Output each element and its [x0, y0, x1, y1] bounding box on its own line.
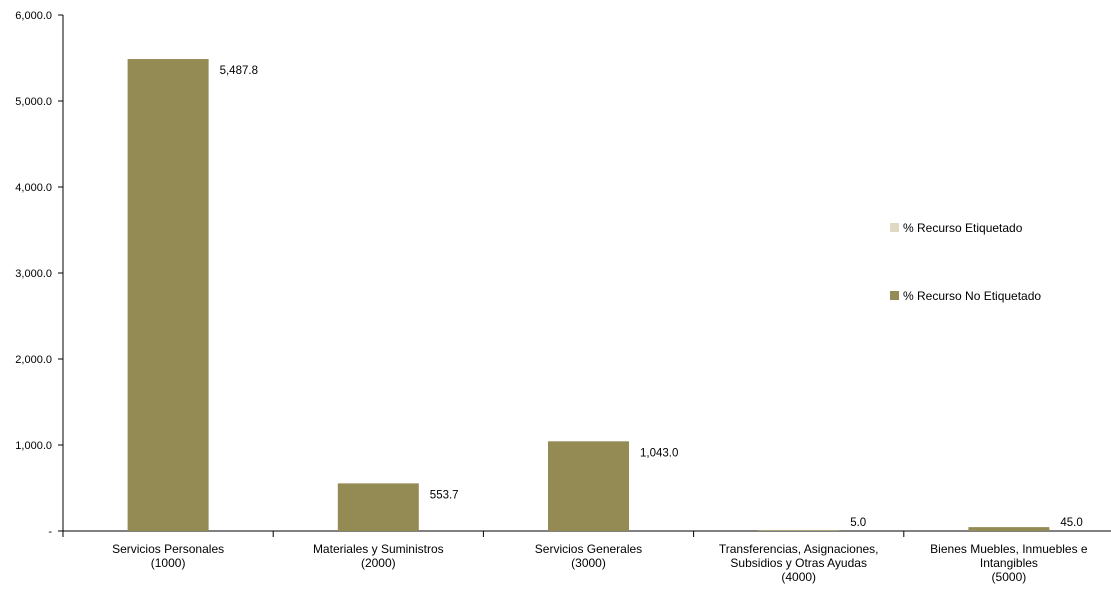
x-category-label: Bienes Muebles, Inmuebles e Intangibles (5…	[930, 542, 1088, 584]
y-tick-label: 1,000.0	[15, 440, 52, 452]
bar	[548, 441, 629, 531]
legend-label: % Recurso No Etiquetado	[903, 289, 1041, 303]
bar-value-label: 5.0	[850, 517, 866, 529]
x-category-label: Servicios Personales (1000)	[112, 542, 224, 570]
legend-swatch	[890, 291, 899, 300]
legend-label: % Recurso Etiquetado	[903, 221, 1023, 235]
y-tick-label: 6,000.0	[15, 10, 52, 22]
bar	[127, 59, 209, 532]
y-tick-label: 2,000.0	[15, 354, 52, 366]
y-tick-label: 4,000.0	[15, 182, 52, 194]
category-labels: Servicios Personales (1000) Materiales y S…	[112, 542, 1088, 584]
bar-value-label: 45.0	[1060, 517, 1082, 529]
x-category-label: Transferencias, Asignaciones, Subsidios y…	[719, 542, 879, 584]
x-category-label: Servicios Generales (3000)	[535, 542, 642, 570]
x-category-label: Materiales y Suministros (2000)	[313, 542, 444, 570]
bar-value-label: 553.7	[430, 489, 459, 501]
bar	[968, 527, 1050, 531]
bar-value-label: 5,487.8	[220, 65, 258, 77]
bar	[337, 483, 419, 531]
bar-value-label: 1,043.0	[640, 447, 678, 459]
y-tick-label: 5,000.0	[15, 96, 52, 108]
bar	[758, 530, 840, 531]
y-tick-label: -	[48, 526, 52, 538]
y-tick-label: 3,000.0	[15, 268, 52, 280]
legend: % Recurso Etiquetado % Recurso No Etiquet…	[890, 221, 1041, 303]
axes: - 1,000.0 2,000.0 3,000.0 4,000.0 5,000.0 6,00…	[15, 10, 1111, 538]
bars	[127, 59, 1050, 532]
data-labels: 5,487.8 553.7 1,043.0 5.0 45.0	[220, 65, 1083, 529]
legend-swatch	[890, 223, 899, 232]
